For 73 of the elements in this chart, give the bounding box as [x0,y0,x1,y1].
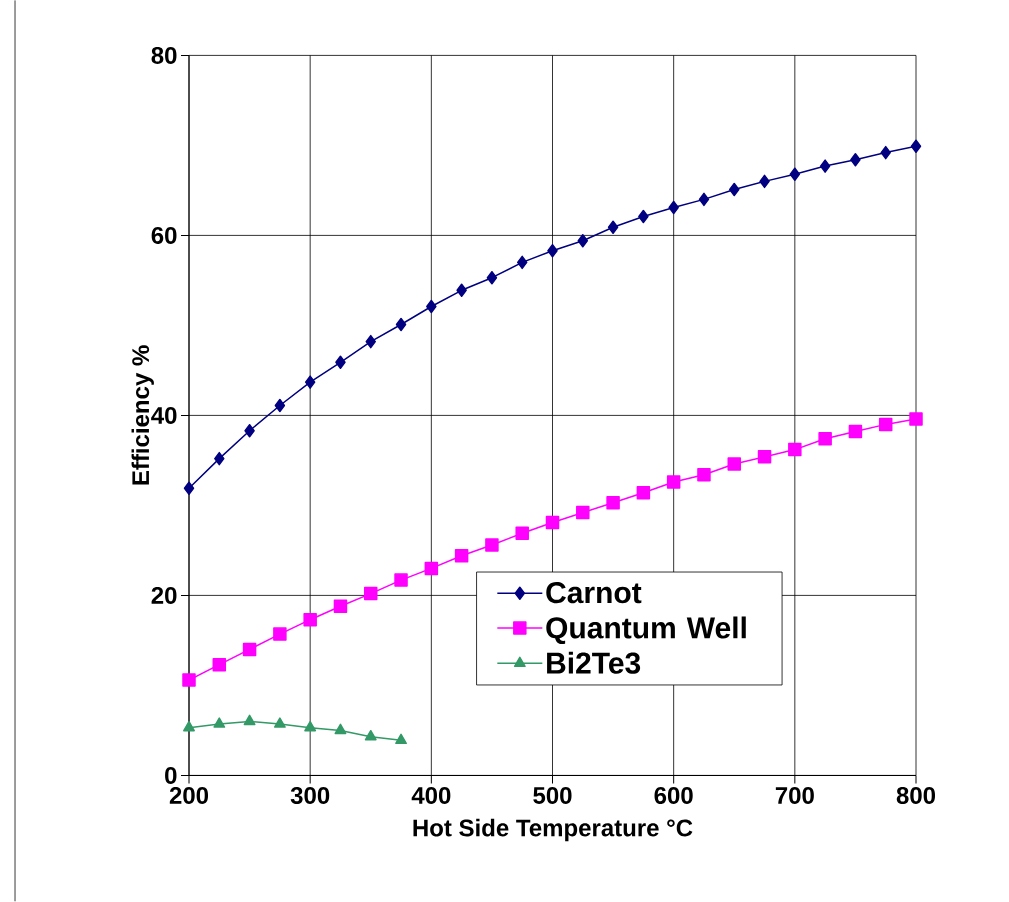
x-tick-label: 200 [169,787,209,805]
point [214,451,225,466]
point [727,457,741,471]
x-tick-label: 400 [411,787,451,805]
point [606,496,620,510]
y-tick-label: 60 [151,227,177,244]
point [242,642,257,657]
point [515,526,529,541]
point [848,424,863,439]
point [638,209,649,224]
point [607,220,619,235]
point [819,159,831,173]
point [545,515,560,530]
point [757,450,772,464]
x-tick-label: 700 [775,787,814,805]
point [424,561,439,576]
point [576,505,590,520]
point [909,412,923,426]
point [212,658,227,672]
point [729,182,740,197]
point [183,481,195,496]
point [636,486,651,500]
point [182,673,196,687]
point [850,153,861,167]
point [213,717,226,728]
point [759,174,770,189]
point [334,723,347,735]
point [878,417,893,432]
point [818,432,832,446]
point [698,192,710,207]
x-tick-label: 500 [533,787,572,805]
x-tick-label: 300 [290,787,330,805]
point [666,475,681,489]
x-tick-label: 600 [654,787,693,805]
point [335,355,346,370]
x-tick-label: 800 [896,787,936,805]
point [577,234,589,248]
point [243,714,256,726]
legend-label: Quantum Well [546,616,746,645]
point [394,573,408,587]
point [880,145,891,160]
point [789,167,801,182]
point [273,717,286,728]
point [333,599,348,614]
point [486,271,498,285]
point [274,398,286,413]
point [456,283,467,298]
point [395,317,407,332]
point [910,139,922,154]
y-tick-label: 20 [151,587,177,604]
point [547,244,558,258]
legend-label: Carnot [546,582,642,604]
point [697,468,711,482]
point [244,424,255,438]
point [365,334,376,349]
point [304,721,317,732]
point [183,721,195,732]
point [395,733,407,745]
point [668,200,679,215]
x-axis-title: Hot Side Temperature °C [413,818,693,842]
y-tick-label: 80 [151,47,177,64]
point [788,442,802,457]
point [485,538,499,552]
point [364,730,377,741]
y-tick-label: 0 [165,767,177,784]
point [454,549,469,563]
point [516,255,528,270]
point [303,613,317,627]
point [273,627,287,641]
point [364,586,378,601]
legend-label: Bi2Te3 [547,651,641,674]
point [304,375,316,389]
point [426,299,437,314]
